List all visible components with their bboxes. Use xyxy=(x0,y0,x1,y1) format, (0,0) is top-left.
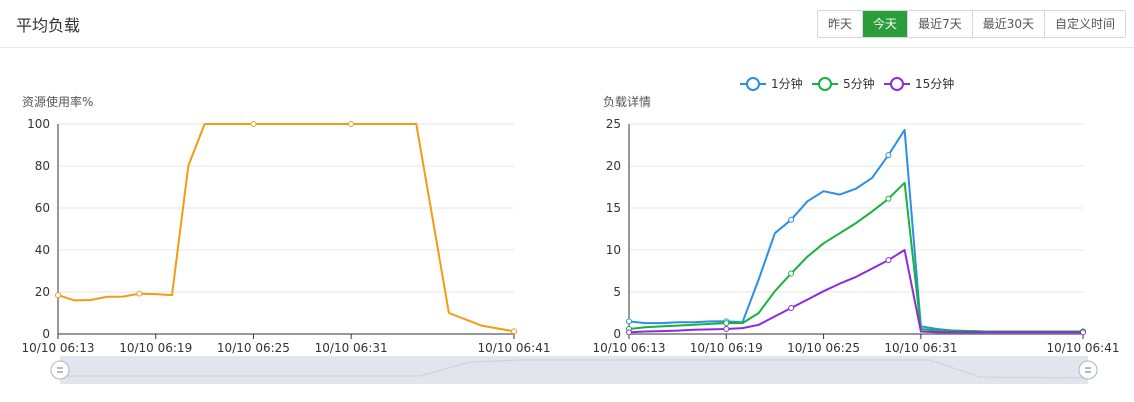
data-point xyxy=(885,152,892,159)
y-tick-label: 60 xyxy=(35,201,50,215)
x-tick-label: 10/10 06:25 xyxy=(787,341,860,355)
series-line xyxy=(57,123,515,333)
data-point xyxy=(55,292,61,299)
legend-label[interactable]: 15分钟 xyxy=(915,76,954,91)
y-tick-label: 80 xyxy=(35,159,50,173)
data-point xyxy=(788,270,795,277)
legend-marker xyxy=(818,77,832,91)
x-tick-label: 10/10 06:19 xyxy=(690,341,763,355)
range-yesterday-button[interactable]: 昨天 xyxy=(818,11,864,37)
load-chart: 负载详情 0 5 10 15 20 25 10/10 06:13 10/10 06:19 10/1… xyxy=(593,94,1120,355)
x-tick-label: 10/10 06:25 xyxy=(217,341,290,355)
panel-header: 平均负载 昨天 今天 最近7天 最近30天 自定义时间 xyxy=(0,0,1134,48)
range-custom-button[interactable]: 自定义时间 xyxy=(1044,11,1125,37)
range-30days-button[interactable]: 最近30天 xyxy=(972,11,1045,37)
y-tick-label: 0 xyxy=(42,327,50,341)
time-range-selector: 昨天 今天 最近7天 最近30天 自定义时间 xyxy=(817,10,1126,38)
zoom-preview-line xyxy=(60,359,1089,379)
x-tick-label: 10/10 06:13 xyxy=(22,341,95,355)
y-tick-label: 100 xyxy=(27,117,50,131)
data-point xyxy=(885,195,892,202)
data-point xyxy=(511,328,517,335)
y-tick-label: 15 xyxy=(606,201,621,215)
x-tick-label: 10/10 06:31 xyxy=(315,341,388,355)
data-point xyxy=(1080,329,1086,336)
y-tick-label: 20 xyxy=(606,159,621,173)
y-tick-label: 0 xyxy=(613,327,621,341)
y-axis-label: 负载详情 xyxy=(603,94,651,109)
range-today-button[interactable]: 今天 xyxy=(863,11,909,37)
x-tick-label: 10/10 06:19 xyxy=(119,341,192,355)
data-point xyxy=(723,325,730,332)
data-point xyxy=(626,329,632,336)
y-tick-label: 10 xyxy=(606,243,621,257)
x-tick-label: 10/10 06:31 xyxy=(884,341,957,355)
usage-chart: 资源使用率% 0 20 40 60 80 100 10/10 06:13 10/10 06:19… xyxy=(22,94,551,355)
load-chart-legend: 1分钟 5分钟 15分钟 xyxy=(740,76,954,91)
legend-label[interactable]: 5分钟 xyxy=(843,76,875,91)
series-line xyxy=(628,181,1083,333)
data-point xyxy=(348,121,355,127)
data-point xyxy=(788,304,795,311)
series-line xyxy=(628,249,1083,334)
range-7days-button[interactable]: 最近7天 xyxy=(908,11,973,37)
y-tick-label: 40 xyxy=(35,243,50,257)
data-point xyxy=(885,257,892,264)
x-tick-label: 10/10 06:41 xyxy=(478,341,551,355)
series-line xyxy=(628,128,1083,333)
data-zoom-slider[interactable] xyxy=(50,356,1098,384)
panel-title: 平均负载 xyxy=(16,16,81,35)
data-point xyxy=(723,320,730,327)
y-axis-label: 资源使用率% xyxy=(22,94,93,109)
data-point xyxy=(626,318,632,325)
zoom-left-handle-icon[interactable] xyxy=(50,360,70,380)
x-tick-label: 10/10 06:13 xyxy=(593,341,666,355)
data-point xyxy=(250,121,257,127)
x-tick-label: 10/10 06:41 xyxy=(1047,341,1120,355)
legend-label[interactable]: 1分钟 xyxy=(771,76,803,91)
legend-marker xyxy=(890,77,904,91)
y-tick-label: 20 xyxy=(35,285,50,299)
data-point xyxy=(788,216,795,223)
y-tick-label: 25 xyxy=(606,117,621,131)
data-point xyxy=(136,290,143,297)
y-tick-label: 5 xyxy=(613,285,621,299)
legend-marker xyxy=(746,77,760,91)
zoom-right-handle-icon[interactable] xyxy=(1078,360,1098,380)
zoom-track[interactable] xyxy=(60,356,1088,384)
